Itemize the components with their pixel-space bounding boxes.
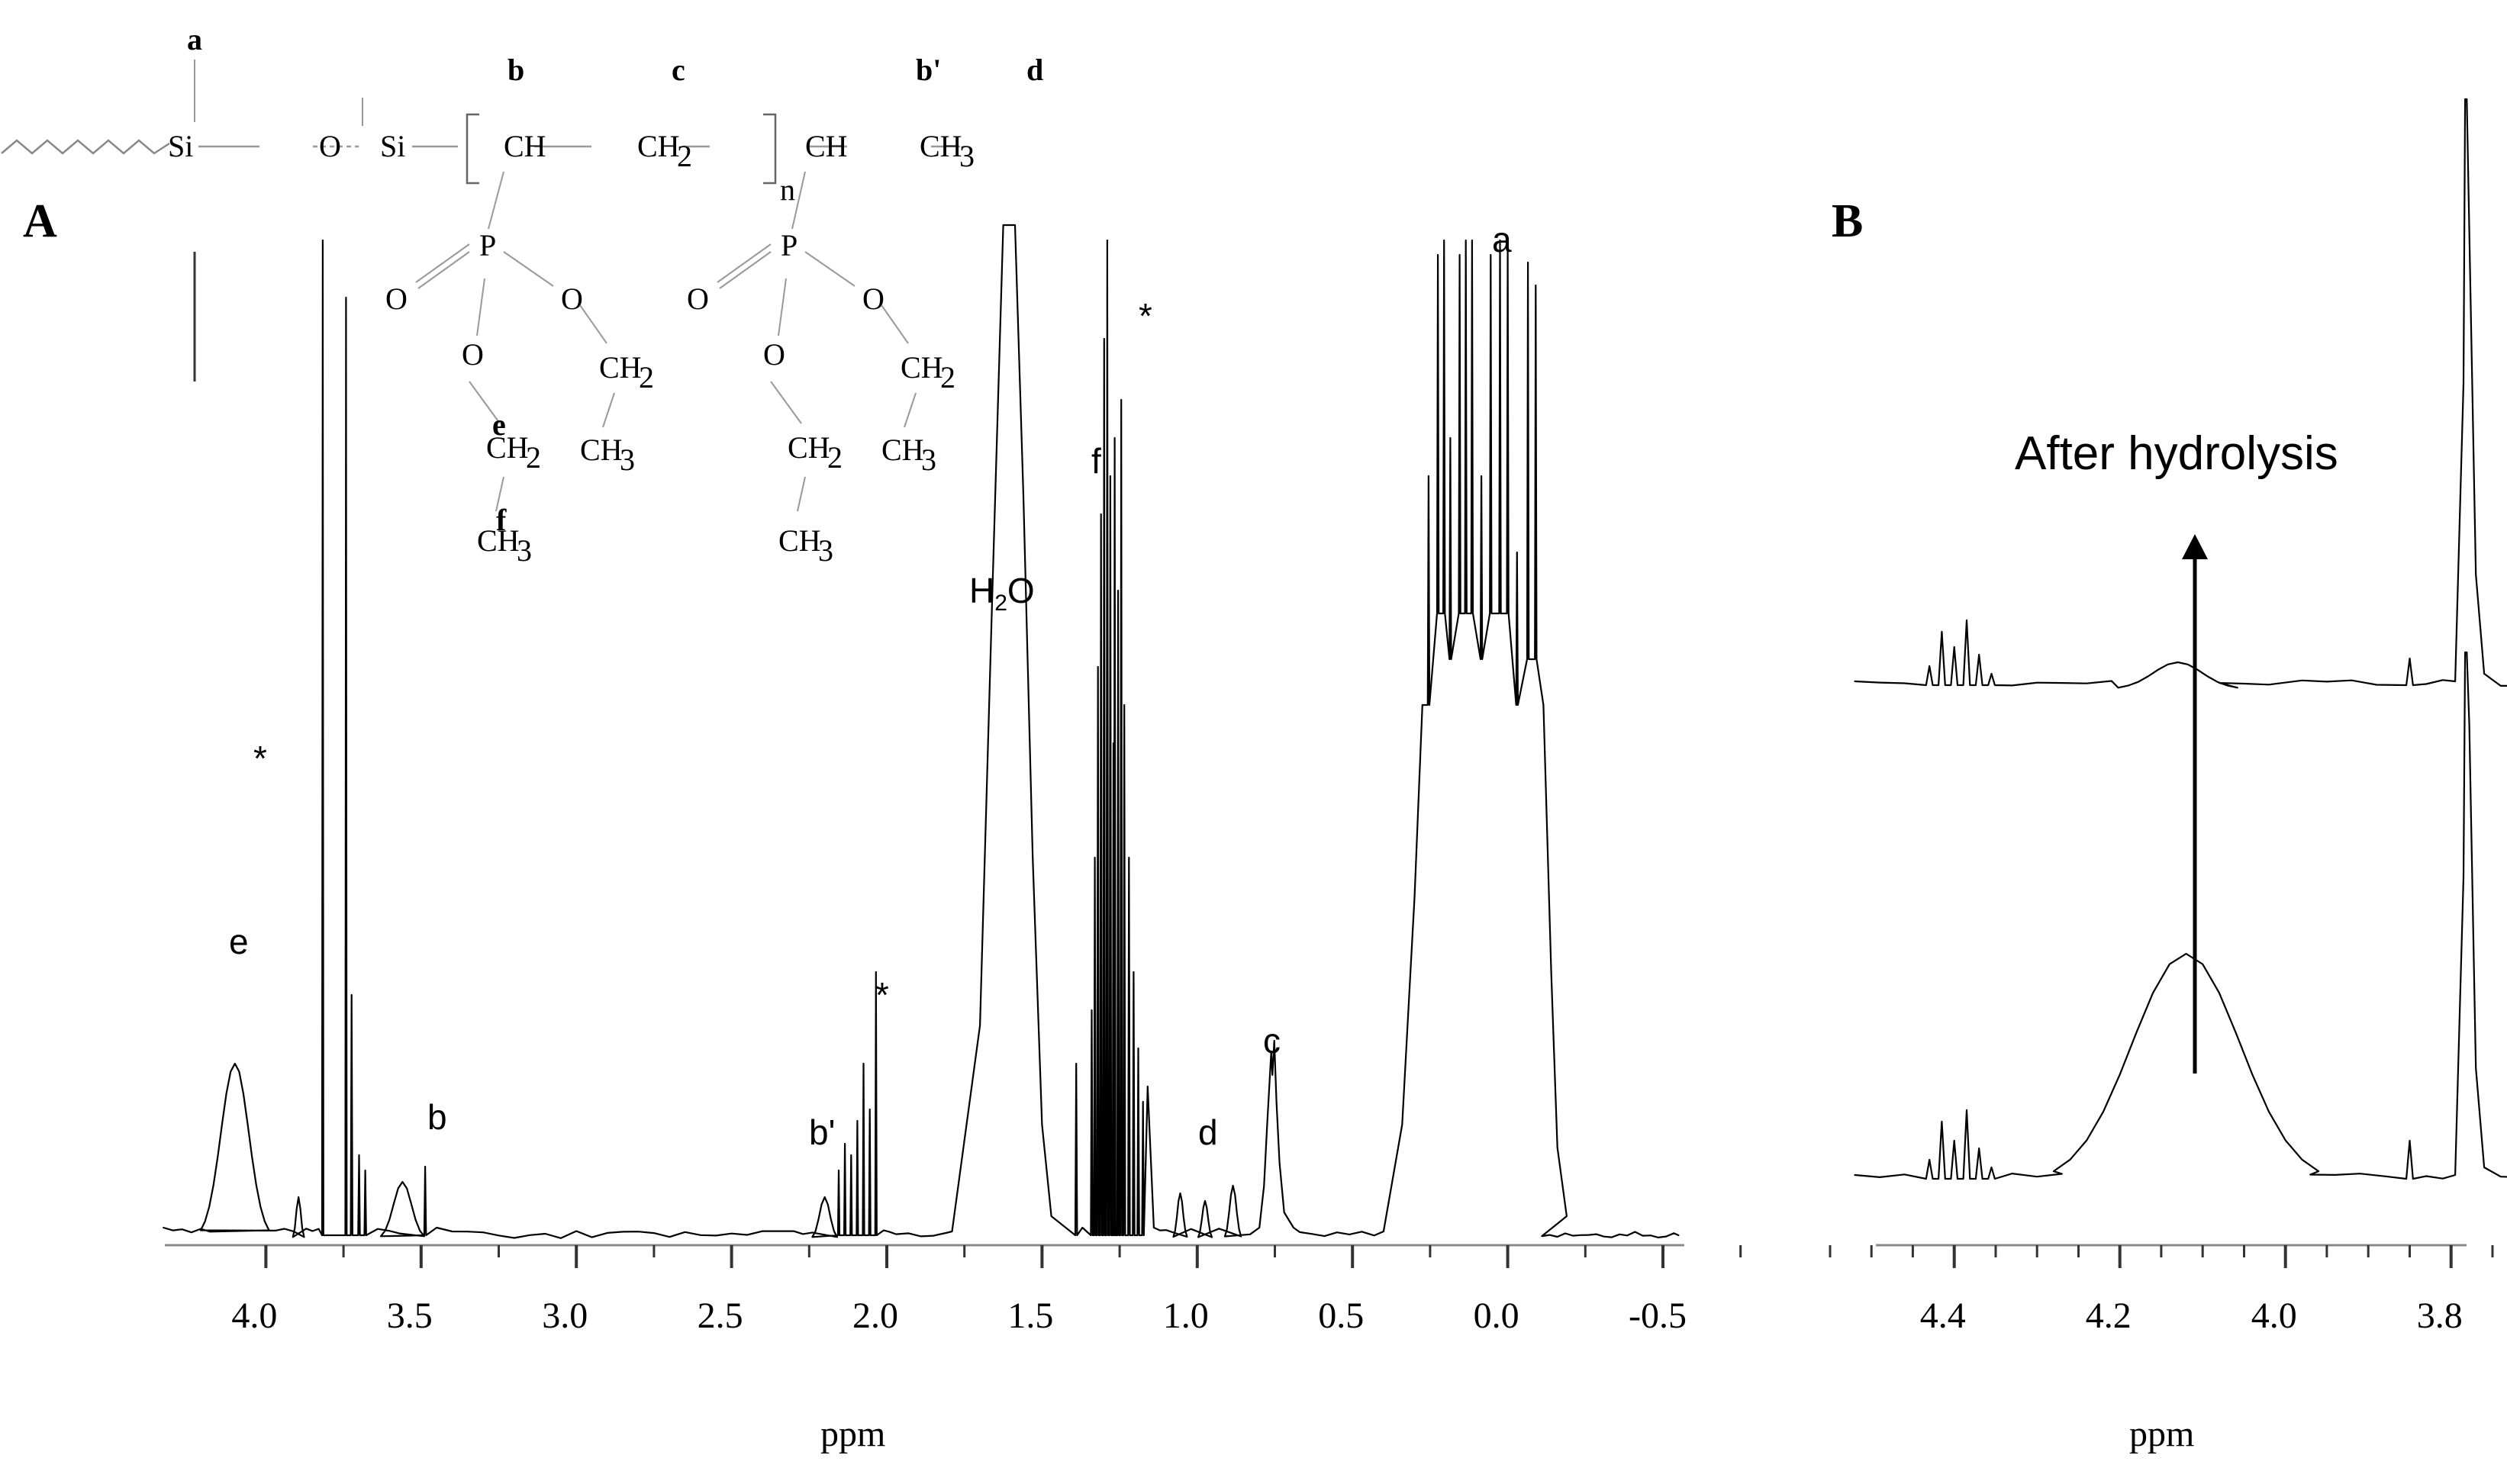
svg-text:ppm: ppm — [2129, 1414, 2194, 1454]
svg-text:4.2: 4.2 — [2086, 1296, 2132, 1336]
svg-text:3.8: 3.8 — [2417, 1296, 2463, 1336]
svg-text:4.4: 4.4 — [1920, 1296, 1966, 1336]
svg-text:After hydrolysis: After hydrolysis — [2015, 427, 2338, 480]
svg-text:4.0: 4.0 — [2251, 1296, 2297, 1336]
